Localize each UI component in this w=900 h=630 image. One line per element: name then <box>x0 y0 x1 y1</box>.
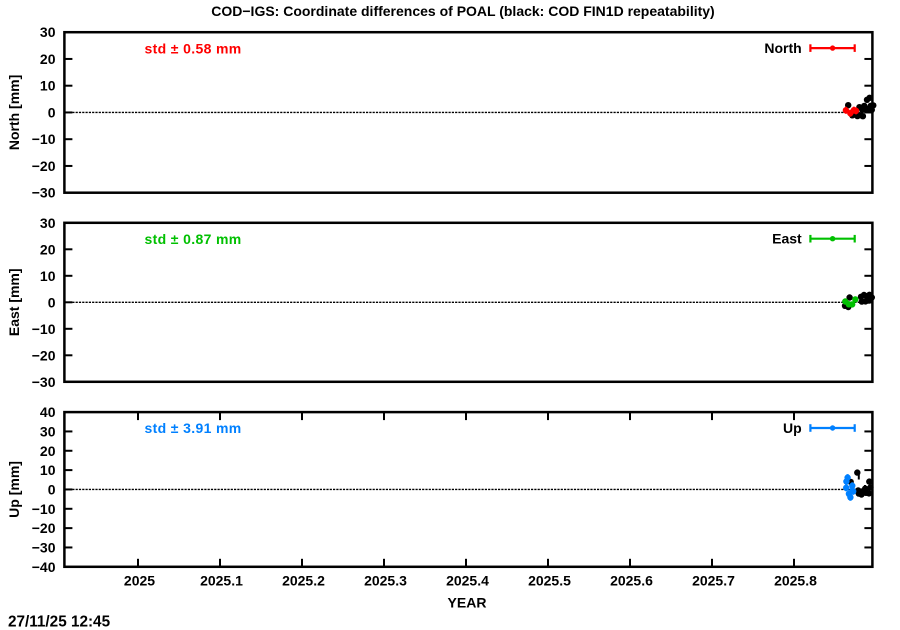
svg-text:−30: −30 <box>32 539 56 555</box>
svg-text:30: 30 <box>40 24 56 40</box>
svg-text:−10: −10 <box>32 131 56 147</box>
svg-text:2025.8: 2025.8 <box>774 573 817 589</box>
svg-text:Up [mm]: Up [mm] <box>6 461 22 518</box>
svg-text:−30: −30 <box>32 374 56 390</box>
svg-text:2025: 2025 <box>124 573 155 589</box>
svg-text:0: 0 <box>48 104 56 120</box>
svg-text:20: 20 <box>40 51 56 67</box>
svg-text:0: 0 <box>48 294 56 310</box>
svg-text:10: 10 <box>40 462 56 478</box>
svg-text:East: East <box>772 231 802 247</box>
svg-text:−30: −30 <box>32 185 56 201</box>
svg-text:2025.1: 2025.1 <box>200 573 243 589</box>
svg-text:2025.3: 2025.3 <box>364 573 407 589</box>
svg-text:std ± 0.58 mm: std ± 0.58 mm <box>145 40 242 56</box>
svg-text:30: 30 <box>40 215 56 231</box>
svg-text:North: North <box>764 40 801 56</box>
svg-text:2025.2: 2025.2 <box>282 573 325 589</box>
svg-text:20: 20 <box>40 443 56 459</box>
svg-text:std ± 0.87 mm: std ± 0.87 mm <box>145 231 242 247</box>
svg-text:27/11/25 12:45: 27/11/25 12:45 <box>8 614 111 630</box>
svg-text:−20: −20 <box>32 158 56 174</box>
svg-text:2025.5: 2025.5 <box>528 573 571 589</box>
svg-text:20: 20 <box>40 241 56 257</box>
svg-text:−20: −20 <box>32 520 56 536</box>
svg-text:std ± 3.91 mm: std ± 3.91 mm <box>145 420 242 436</box>
svg-text:30: 30 <box>40 423 56 439</box>
svg-text:40: 40 <box>40 404 56 420</box>
svg-text:10: 10 <box>40 78 56 94</box>
svg-text:−20: −20 <box>32 347 56 363</box>
svg-text:East [mm]: East [mm] <box>6 268 22 336</box>
svg-text:North [mm]: North [mm] <box>6 75 22 150</box>
svg-text:2025.6: 2025.6 <box>610 573 653 589</box>
svg-text:−10: −10 <box>32 321 56 337</box>
svg-text:Up: Up <box>783 420 802 436</box>
svg-text:−40: −40 <box>32 559 56 575</box>
svg-text:0: 0 <box>48 481 56 497</box>
svg-text:COD−IGS: Coordinate difference: COD−IGS: Coordinate differences of POAL … <box>211 3 714 19</box>
svg-text:10: 10 <box>40 268 56 284</box>
svg-text:2025.4: 2025.4 <box>446 573 489 589</box>
svg-text:2025.7: 2025.7 <box>692 573 735 589</box>
svg-text:YEAR: YEAR <box>448 595 487 611</box>
svg-text:−10: −10 <box>32 501 56 517</box>
